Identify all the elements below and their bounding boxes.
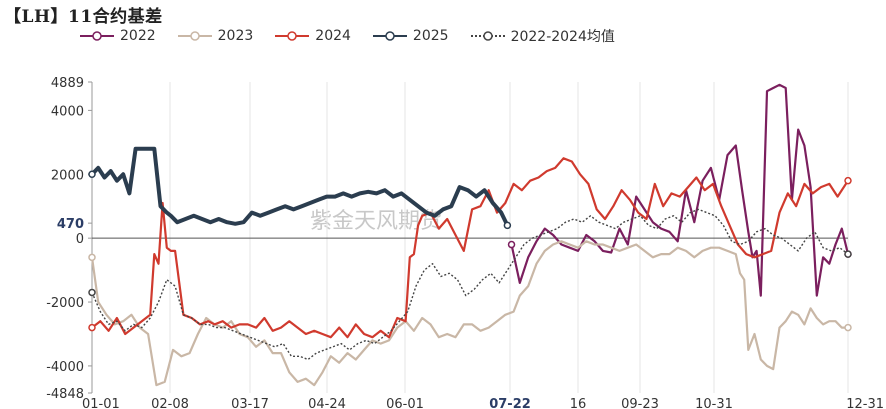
- series-marker: [88, 288, 96, 297]
- series-line-2022-2024均值: [91, 208, 849, 361]
- series-line-2024: [91, 157, 849, 339]
- legend-label: 2022-2024均值: [510, 29, 615, 45]
- ytick-highlight-box: [30, 214, 86, 233]
- legend-item: 2022: [80, 26, 156, 46]
- series-line-2025: [90, 146, 510, 227]
- ytick-label: 4000: [51, 104, 84, 119]
- series-marker: [88, 253, 96, 262]
- xtick-label: 16: [570, 397, 587, 409]
- xtick-label: 06-01: [386, 397, 424, 409]
- xtick-label: 04-24: [308, 397, 346, 409]
- ytick-label: -2000: [46, 296, 84, 311]
- series-marker: [844, 250, 852, 258]
- series-marker: [503, 221, 512, 230]
- legend-item: 2025: [372, 26, 449, 46]
- series-marker: [507, 240, 516, 249]
- xtick-label: 09-23: [621, 397, 659, 409]
- xtick-label: 10-31: [695, 397, 733, 409]
- xtick-label: 12-31: [846, 397, 884, 409]
- legend-label: 2025: [412, 28, 449, 44]
- legend-item: 2024: [275, 26, 351, 46]
- legend-item: 2022-2024均值: [470, 26, 615, 46]
- ytick-label: -4000: [46, 360, 84, 375]
- series-marker: [88, 170, 96, 179]
- legend-label: 2022: [120, 28, 156, 44]
- series-marker: [844, 176, 852, 185]
- xtick-label: 03-17: [231, 397, 269, 409]
- legend: 2022 2023 2024 2025 2022-2024均值: [80, 26, 615, 46]
- chart-title: 【LH】11合约基差: [4, 7, 163, 27]
- legend-swatch: [177, 31, 212, 41]
- ytick-label: 4889: [51, 76, 84, 91]
- ytick-label: 0: [76, 232, 84, 247]
- watermark: 紫金天风期货: [310, 209, 442, 234]
- legend-swatch: [470, 31, 505, 41]
- legend-swatch: [80, 31, 114, 41]
- legend-label: 2023: [217, 28, 254, 44]
- legend-swatch: [372, 31, 407, 41]
- ytick-label: -4848: [46, 387, 84, 402]
- ytick-label: 2000: [51, 168, 84, 183]
- xtick-label: 01-01: [82, 397, 120, 409]
- legend-swatch: [275, 31, 310, 41]
- series-line-2023: [90, 240, 848, 387]
- ytick-label: 470: [57, 217, 84, 232]
- series-marker: [844, 323, 852, 332]
- xtick-label: 02-08: [151, 397, 189, 409]
- series-marker: [88, 323, 96, 332]
- series-line-2022: [510, 83, 850, 297]
- legend-item: 2023: [177, 26, 254, 46]
- xtick-label: 07-22: [489, 397, 531, 409]
- legend-label: 2024: [315, 28, 351, 44]
